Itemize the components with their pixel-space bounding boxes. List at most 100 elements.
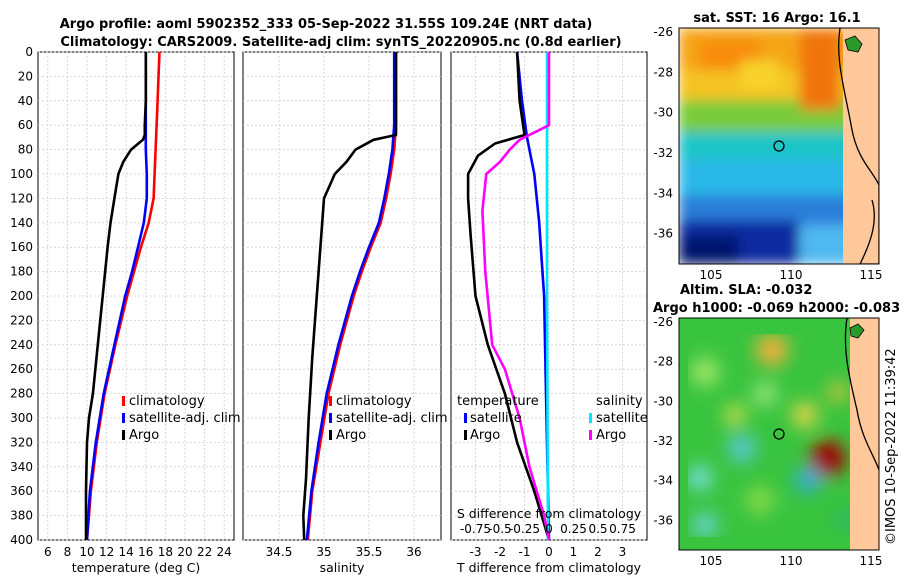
difference-legend: temperature satellite Argo salinity sate… [457,394,648,443]
legend-s-satellite: satellite [596,411,648,426]
x-tick-label: 16 [138,545,153,559]
legend-swatch-argo [329,430,332,440]
s-tick-label: -0.25 [509,522,540,536]
difference-xlabel: T difference from climatology [456,560,642,575]
legend-swatch-t-satellite [464,413,467,423]
s-difference-label: S difference from climatology [457,506,642,521]
x-tick-label: 35.5 [356,545,383,559]
map-x-tick: 115 [860,554,883,568]
legend-argo: Argo [336,428,366,443]
depth-tick-label: 100 [10,167,33,181]
series-s-satellite [545,52,550,541]
credit-text: ©IMOS 10-Sep-2022 11:39:42 [884,348,899,545]
depth-tick-label: 120 [10,191,33,205]
x-tick-label: 36 [406,545,421,559]
legend-satellite: satellite-adj. clim [336,411,448,426]
legend-swatch-climatology [329,396,332,406]
depth-tick-label: 180 [10,265,33,279]
series-s-argo [481,52,551,541]
x-tick-label: 22 [197,545,212,559]
depth-tick-label: 400 [10,533,33,547]
depth-tick-label: 220 [10,313,33,327]
depth-tick-label: 280 [10,387,33,401]
x-tick-label: 6 [44,545,52,559]
s-tick-label: -0.5 [488,522,511,536]
depth-tick-label: 80 [18,143,33,157]
title-line1: Argo profile: aoml 5902352_333 05-Sep-20… [60,17,593,32]
x-tick-label: -3 [470,545,482,559]
legend-temperature-title: temperature [457,394,539,409]
legend-climatology: climatology [129,394,205,409]
map-y-tick: -36 [653,513,673,527]
depth-tick-label: 140 [10,216,33,230]
legend-swatch-satellite [329,413,332,423]
temperature-xlabel: temperature (deg C) [72,560,201,575]
legend-argo: Argo [129,428,159,443]
depth-tick-label: 200 [10,289,33,303]
map-y-tick: -28 [653,65,673,79]
legend-climatology: climatology [336,394,412,409]
profile-lines [84,51,551,541]
x-tick-label: 8 [64,545,72,559]
map-x-tick: 115 [860,268,883,282]
map-y-tick: -32 [653,146,673,160]
legend-t-argo: Argo [470,428,500,443]
depth-tick-label: 260 [10,362,33,376]
legend-swatch-t-argo [464,430,467,440]
sla-map [679,318,879,550]
depth-tick-label: 340 [10,460,33,474]
map-y-tick: -28 [653,355,673,369]
s-tick-label: -0.75 [460,522,491,536]
series-satellite-adj-clim [305,52,396,541]
s-tick-label: 0 [545,522,553,536]
series-t-argo [466,51,551,541]
map-y-tick: -36 [653,227,673,241]
salinity-legend: climatology satellite-adj. clim Argo [329,394,448,443]
salinity-xlabel: salinity [320,560,365,575]
x-tick-label: 3 [619,545,627,559]
depth-tick-label: 160 [10,240,33,254]
map-x-tick: 105 [700,554,723,568]
map-y-tick: -32 [653,434,673,448]
legend-swatch-climatology [122,396,125,406]
map-tick-labels: 105 110 115 -26 -28 -30 -32 -34 -36 105 110 115 -26 -… [653,25,882,568]
x-tick-label: -2 [494,545,506,559]
x-tick-label: 1 [570,545,578,559]
sla-title: Altim. SLA: -0.032 [680,283,812,298]
x-tick-label: -1 [519,545,531,559]
legend-swatch-satellite [122,413,125,423]
map-y-tick: -34 [653,186,673,200]
legend-swatch-s-satellite [589,413,592,423]
series-argo [84,52,148,540]
map-x-tick: 110 [780,554,803,568]
legend-swatch-s-argo [589,430,592,440]
depth-tick-label: 20 [18,69,33,83]
sla-subtitle: Argo h1000: -0.069 h2000: -0.083 [653,301,900,316]
map-x-tick: 105 [700,268,723,282]
series-argo [301,52,398,541]
x-tick-label: 2 [594,545,602,559]
map-y-tick: -26 [653,315,673,329]
legend-s-argo: Argo [596,428,626,443]
x-tick-label: 12 [99,545,114,559]
depth-tick-label: 320 [10,435,33,449]
title-line2: Climatology: CARS2009. Satellite-adj cli… [60,35,621,50]
sla-argo-marker [773,428,785,440]
x-tick-label: 0 [545,545,553,559]
sst-argo-marker [773,140,785,152]
legend-swatch-argo [122,430,125,440]
x-tick-label: 34.5 [266,545,293,559]
sst-map [679,28,879,264]
map-y-tick: -30 [653,394,673,408]
map-y-tick: -26 [653,25,673,39]
depth-tick-label: 40 [18,94,33,108]
s-tick-label: 0.25 [560,522,587,536]
x-tick-label: 24 [217,545,232,559]
s-tick-label: 0.75 [609,522,636,536]
legend-t-satellite: satellite [470,411,522,426]
map-y-tick: -34 [653,474,673,488]
x-tick-label: 18 [158,545,173,559]
map-x-tick: 110 [780,268,803,282]
s-tick-label: 0.5 [588,522,607,536]
